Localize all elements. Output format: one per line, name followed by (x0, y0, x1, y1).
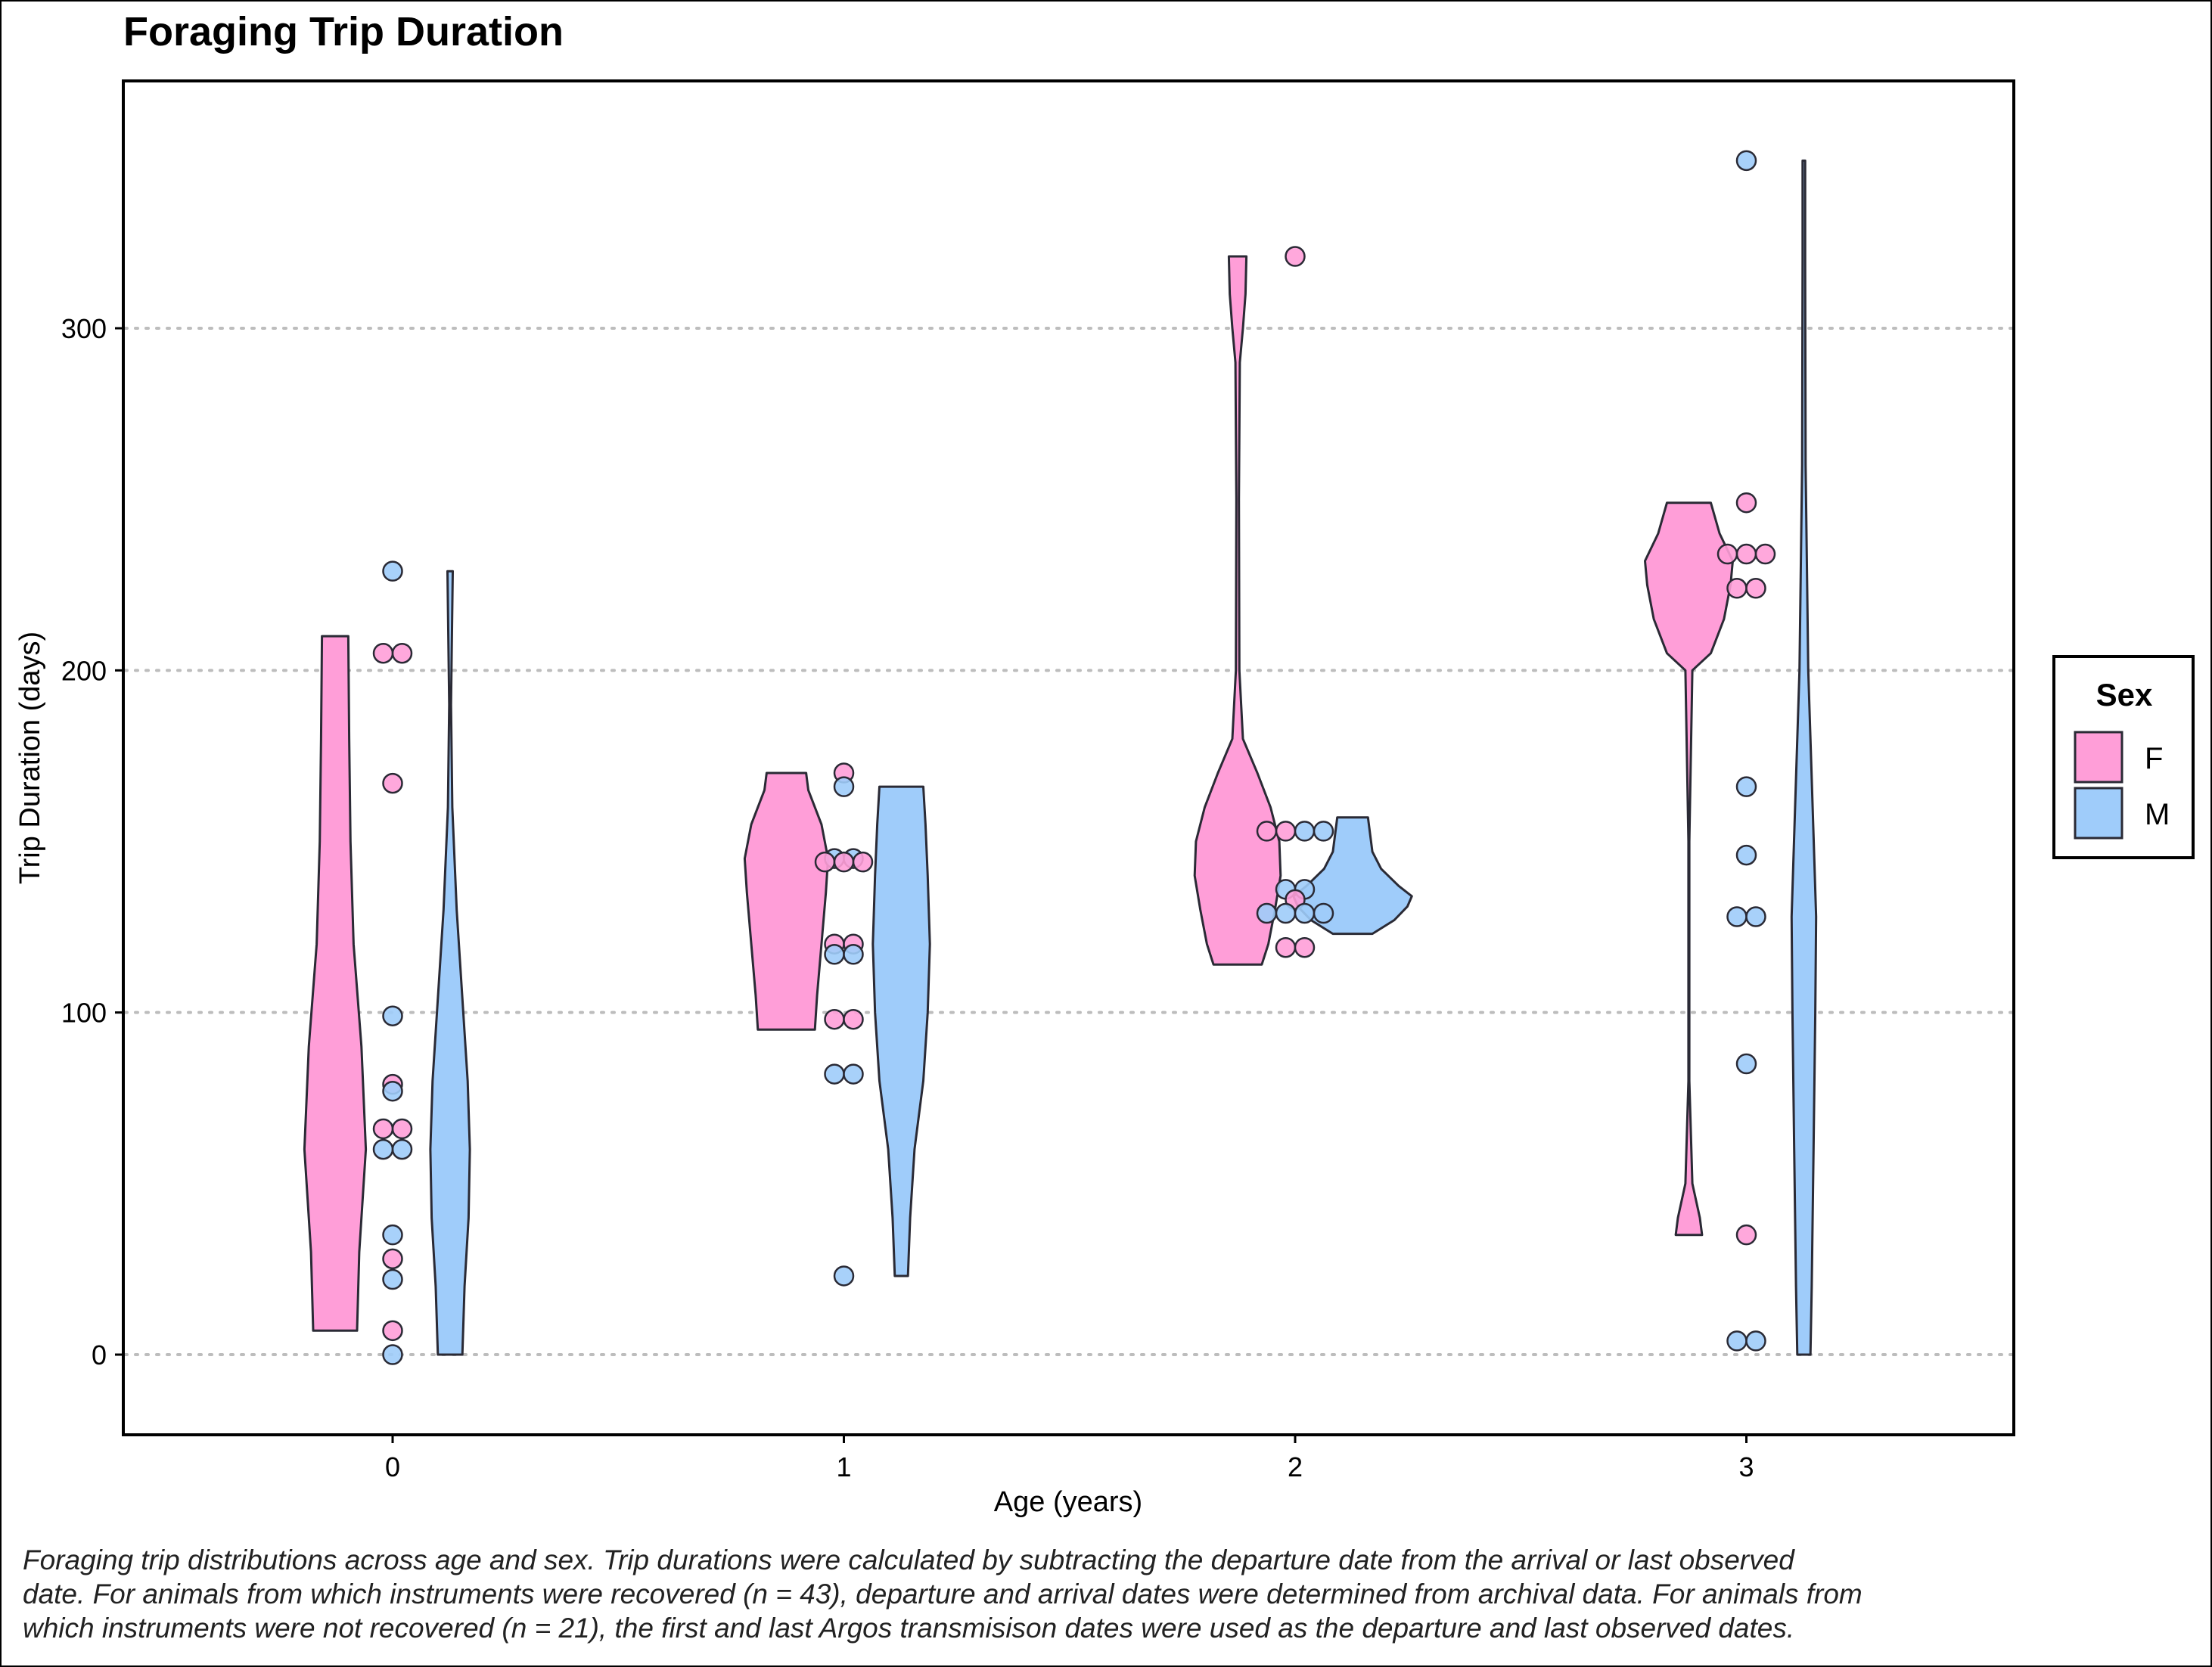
y-axis-label: Trip Duration (days) (14, 632, 46, 884)
point-f-age-0 (372, 642, 394, 664)
point-m-age-3 (1735, 844, 1757, 866)
legend-label-f: F (2145, 742, 2163, 775)
legend-title: Sex (2096, 677, 2153, 712)
violin-f-age-3 (1644, 501, 1734, 1237)
point-m-age-2 (1275, 902, 1297, 924)
point-f-age-0 (382, 1248, 403, 1270)
point-m-age-3 (1735, 150, 1757, 172)
point-f-age-1 (814, 851, 836, 873)
legend: Sex F M (2052, 655, 2195, 859)
point-m-age-3 (1745, 1330, 1766, 1352)
x-tick-label-2: 2 (1288, 1451, 1303, 1482)
y-tick-label-0: 0 (92, 1339, 107, 1371)
violins (303, 159, 1818, 1356)
point-f-age-2 (1275, 821, 1297, 842)
point-f-age-2 (1275, 936, 1297, 958)
point-m-age-0 (382, 560, 403, 582)
point-f-age-3 (1745, 578, 1766, 599)
point-m-age-0 (382, 1344, 403, 1365)
point-m-age-2 (1294, 902, 1316, 924)
point-f-age-1 (833, 851, 855, 873)
point-f-age-0 (391, 1118, 413, 1140)
point-f-age-0 (382, 1320, 403, 1342)
violin-f-age-1 (743, 771, 830, 1031)
violin-m-age-0 (429, 570, 471, 1356)
point-m-age-1 (833, 1265, 855, 1287)
y-tick-label-300: 300 (61, 313, 107, 344)
point-m-age-2 (1294, 821, 1316, 842)
data-points (372, 150, 1776, 1365)
point-f-age-2 (1285, 246, 1306, 267)
y-tick-label-200: 200 (61, 655, 107, 686)
x-axis-label: Age (years) (994, 1486, 1142, 1518)
point-m-age-2 (1313, 821, 1334, 842)
point-m-age-3 (1726, 906, 1748, 927)
point-f-age-3 (1726, 578, 1748, 599)
point-f-age-2 (1294, 936, 1316, 958)
point-f-age-3 (1735, 543, 1757, 565)
point-f-age-3 (1754, 543, 1776, 565)
point-m-age-0 (382, 1080, 403, 1102)
point-f-age-0 (372, 1118, 394, 1140)
y-tick-label-100: 100 (61, 998, 107, 1029)
caption-line-1: Foraging trip distributions across age a… (23, 1544, 1794, 1575)
point-m-age-0 (391, 1138, 413, 1160)
point-m-age-3 (1745, 906, 1766, 927)
violin-f-age-2 (1193, 255, 1282, 966)
point-m-age-1 (843, 1063, 864, 1085)
violin-m-age-3 (1790, 159, 1818, 1356)
point-m-age-2 (1256, 902, 1278, 924)
figure-caption: Foraging trip distributions across age a… (23, 1543, 2179, 1645)
x-tick-label-0: 0 (385, 1451, 400, 1482)
legend-swatch-m (2074, 787, 2123, 840)
violin-f-age-0 (303, 635, 368, 1332)
point-m-age-3 (1726, 1330, 1748, 1352)
axes: 0 100 200 300 0 1 2 3 (61, 313, 1754, 1482)
grid-lines (123, 327, 2014, 1356)
chart-title: Foraging Trip Duration (123, 9, 564, 54)
point-f-age-3 (1735, 492, 1757, 514)
point-m-age-1 (824, 1063, 845, 1085)
x-tick-label-1: 1 (836, 1451, 851, 1482)
caption-line-2: date. For animals from which instruments… (23, 1579, 1862, 1610)
point-f-age-0 (391, 642, 413, 664)
legend-label-m: M (2145, 798, 2170, 831)
point-m-age-0 (382, 1268, 403, 1290)
legend-swatch-f (2074, 731, 2123, 784)
point-f-age-1 (852, 851, 874, 873)
x-tick-label-3: 3 (1738, 1451, 1754, 1482)
point-f-age-2 (1256, 821, 1278, 842)
point-f-age-0 (382, 772, 403, 794)
point-m-age-0 (382, 1005, 403, 1026)
point-m-age-0 (382, 1224, 403, 1246)
point-m-age-1 (824, 944, 845, 965)
point-f-age-3 (1716, 543, 1738, 565)
point-m-age-0 (372, 1138, 394, 1160)
point-f-age-1 (824, 1008, 845, 1030)
violin-m-age-1 (871, 785, 931, 1277)
point-m-age-3 (1735, 776, 1757, 797)
point-f-age-3 (1735, 1224, 1757, 1246)
caption-line-3: which instruments were not recovered (n … (23, 1613, 1795, 1644)
point-m-age-1 (843, 944, 864, 965)
point-m-age-1 (833, 776, 855, 797)
point-m-age-3 (1735, 1053, 1757, 1075)
point-m-age-2 (1313, 902, 1334, 924)
plot-panel (122, 79, 2015, 1436)
point-f-age-1 (843, 1008, 864, 1030)
